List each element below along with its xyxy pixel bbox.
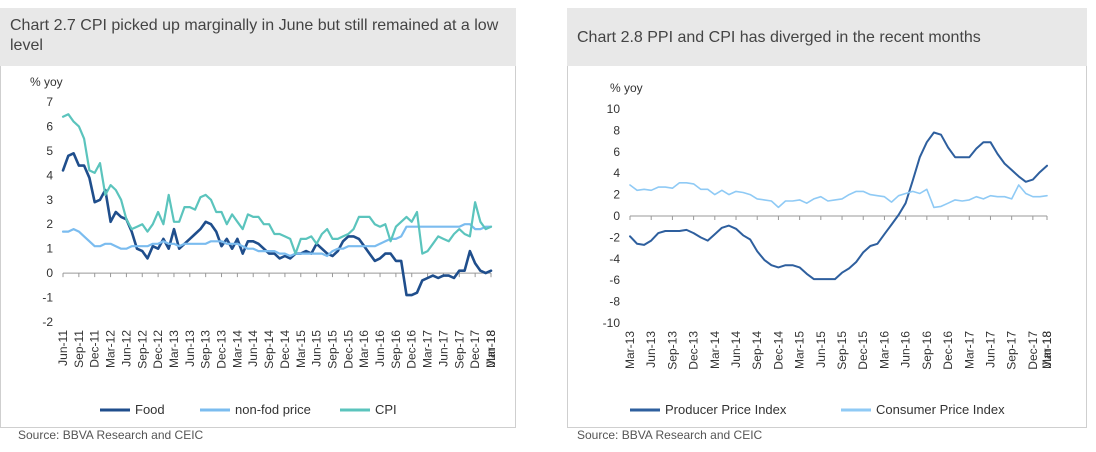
x-tick-label: Mar-15 — [294, 330, 308, 368]
x-tick-label: Dec-17 — [1026, 331, 1040, 370]
x-tick-label: Jun-18 — [484, 330, 498, 367]
x-tick-label: Sep-16 — [389, 330, 403, 369]
y-tick-label: -6 — [609, 273, 620, 287]
x-tick-label: Mar-14 — [230, 330, 244, 368]
x-tick-label: Jun-13 — [183, 330, 197, 367]
y-tick-label: 2 — [46, 217, 53, 231]
x-tick-label: Mar-15 — [793, 331, 807, 369]
y-tick-label: -4 — [609, 252, 620, 266]
x-tick-label: Mar-18 — [484, 330, 498, 368]
x-tick-label: Dec-14 — [278, 330, 292, 369]
series-line-1 — [629, 131, 1048, 281]
x-tick-label: Sep-11 — [72, 330, 86, 368]
chart-title: Chart 2.8 PPI and CPI has diverged in th… — [567, 8, 1087, 66]
series-line-3 — [61, 113, 493, 255]
source-note: Source: BBVA Research and CEIC — [577, 428, 763, 442]
x-tick-label: Dec-17 — [468, 330, 482, 369]
y-tick-label: 5 — [46, 144, 53, 158]
y-tick-label: 6 — [613, 145, 620, 159]
x-tick-label: Jun-16 — [373, 330, 387, 367]
x-tick-label: Sep-12 — [135, 330, 149, 369]
x-tick-label: Jun-11 — [56, 330, 70, 366]
legend-label: Food — [135, 402, 165, 417]
x-tick-label: Sep-15 — [325, 330, 339, 369]
y-tick-label: 6 — [46, 119, 53, 133]
y-tick-label: -1 — [42, 291, 53, 305]
x-tick-label: Mar-14 — [708, 331, 722, 369]
y-tick-label: 3 — [46, 193, 53, 207]
x-tick-label: Sep-15 — [835, 331, 849, 370]
x-tick-label: Jun-17 — [983, 331, 997, 368]
x-tick-label: Mar-12 — [104, 330, 118, 368]
x-tick-label: Mar-17 — [962, 331, 976, 369]
chart-frame — [0, 66, 516, 428]
x-tick-label: Sep-16 — [920, 331, 934, 370]
x-tick-label: Jun-14 — [246, 330, 260, 367]
x-tick-label: Dec-13 — [687, 331, 701, 370]
x-tick-label: Jun-16 — [899, 331, 913, 368]
y-tick-label: 10 — [607, 102, 621, 116]
x-tick-label: Jun-15 — [310, 330, 324, 367]
x-tick-label: Jun-17 — [436, 330, 450, 367]
y-tick-label: -8 — [609, 295, 620, 309]
y-tick-label: 2 — [613, 188, 620, 202]
y-tick-label: -10 — [603, 316, 621, 330]
chart-panel-left: Chart 2.7 CPI picked up marginally in Ju… — [0, 0, 525, 452]
x-tick-label: Sep-14 — [262, 330, 276, 369]
x-tick-label: Dec-12 — [151, 330, 165, 369]
x-tick-label: Sep-13 — [199, 330, 213, 369]
x-tick-label: Jun-15 — [814, 331, 828, 368]
y-tick-label: 4 — [46, 168, 53, 182]
y-tick-label: -2 — [609, 230, 620, 244]
x-tick-label: Dec-14 — [771, 331, 785, 370]
chart-frame — [567, 66, 1087, 428]
x-tick-label: Dec-16 — [941, 331, 955, 370]
y-tick-label: 0 — [613, 209, 620, 223]
x-tick-label: Dec-16 — [405, 330, 419, 369]
line-chart-ppi-cpi: % yoy -10 -8 -6 -4 -2 0 2 4 6 8 10 Mar-13 Jun-13 Sep-1… — [603, 81, 1054, 417]
x-tick-label: Dec-15 — [856, 331, 870, 370]
x-tick-label: Sep-17 — [452, 330, 466, 369]
x-tick-label: Sep-13 — [665, 331, 679, 370]
x-tick-label: Jun-14 — [729, 331, 743, 368]
chart-panel-right: Chart 2.8 PPI and CPI has diverged in th… — [563, 0, 1096, 452]
x-tick-label: Dec-13 — [215, 330, 229, 369]
y-tick-label: 0 — [46, 266, 53, 280]
x-tick-label: Sep-17 — [1005, 331, 1019, 370]
chart-title: Chart 2.7 CPI picked up marginally in Ju… — [0, 8, 516, 66]
y-tick-label: 8 — [613, 123, 620, 137]
x-tick-label: Mar-16 — [357, 330, 371, 368]
source-note: Source: BBVA Research and CEIC — [18, 428, 204, 442]
x-tick-label: Mar-13 — [623, 331, 637, 369]
legend-label: Producer Price Index — [665, 402, 787, 417]
x-tick-label: Dec-11 — [88, 330, 102, 368]
y-axis-label: % yoy — [30, 75, 63, 89]
y-tick-label: 1 — [46, 242, 53, 256]
y-tick-label: 7 — [46, 95, 53, 109]
x-tick-label: Jun-12 — [119, 330, 133, 367]
y-tick-label: -2 — [42, 315, 53, 329]
legend-label: CPI — [375, 402, 397, 417]
x-tick-label: Dec-15 — [341, 330, 355, 369]
legend-label: non-fod price — [235, 402, 311, 417]
x-tick-label: Sep-14 — [750, 331, 764, 370]
y-tick-label: 4 — [613, 166, 620, 180]
x-tick-label: Jun-13 — [644, 331, 658, 368]
legend-label: Consumer Price Index — [876, 402, 1005, 417]
x-tick-label: Mar-13 — [167, 330, 181, 368]
x-tick-label: Mar-16 — [877, 331, 891, 369]
y-axis-label: % yoy — [610, 81, 643, 95]
x-tick-label: Mar-18 — [1040, 331, 1054, 369]
series-line-2 — [629, 182, 1048, 209]
x-tick-label: Mar-17 — [421, 330, 435, 368]
x-tick-label: Jun-18 — [1040, 331, 1054, 368]
series-line-1 — [61, 152, 493, 297]
